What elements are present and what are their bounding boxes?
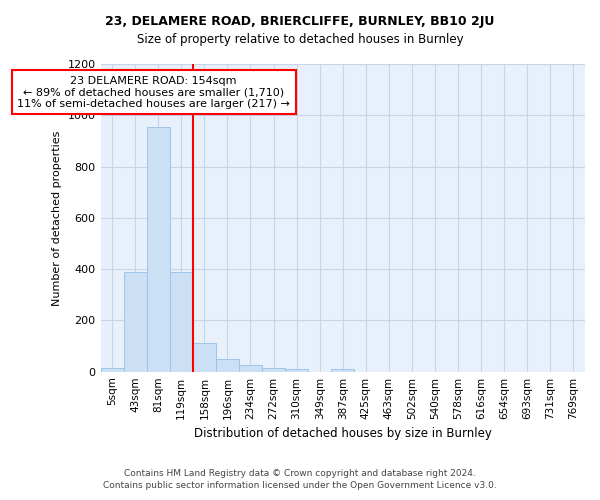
Bar (193, 344, 216, 371)
Bar (101, 368, 124, 372)
Bar (170, 272, 193, 372)
Text: Contains HM Land Registry data © Crown copyright and database right 2024.
Contai: Contains HM Land Registry data © Crown c… (103, 468, 497, 490)
X-axis label: Distribution of detached houses by size in Burnley: Distribution of detached houses by size … (194, 427, 491, 440)
Bar (146, 127, 170, 372)
Bar (216, 359, 239, 372)
Bar (331, 369, 354, 372)
Bar (124, 272, 146, 372)
Text: 23, DELAMERE ROAD, BRIERCLIFFE, BURNLEY, BB10 2JU: 23, DELAMERE ROAD, BRIERCLIFFE, BURNLEY,… (106, 15, 494, 28)
Y-axis label: Number of detached properties: Number of detached properties (52, 130, 62, 306)
Text: Size of property relative to detached houses in Burnley: Size of property relative to detached ho… (137, 32, 463, 46)
Text: 23 DELAMERE ROAD: 154sqm
← 89% of detached houses are smaller (1,710)
11% of sem: 23 DELAMERE ROAD: 154sqm ← 89% of detach… (17, 76, 290, 108)
Bar (262, 368, 285, 372)
Bar (239, 366, 262, 372)
Bar (285, 368, 308, 372)
